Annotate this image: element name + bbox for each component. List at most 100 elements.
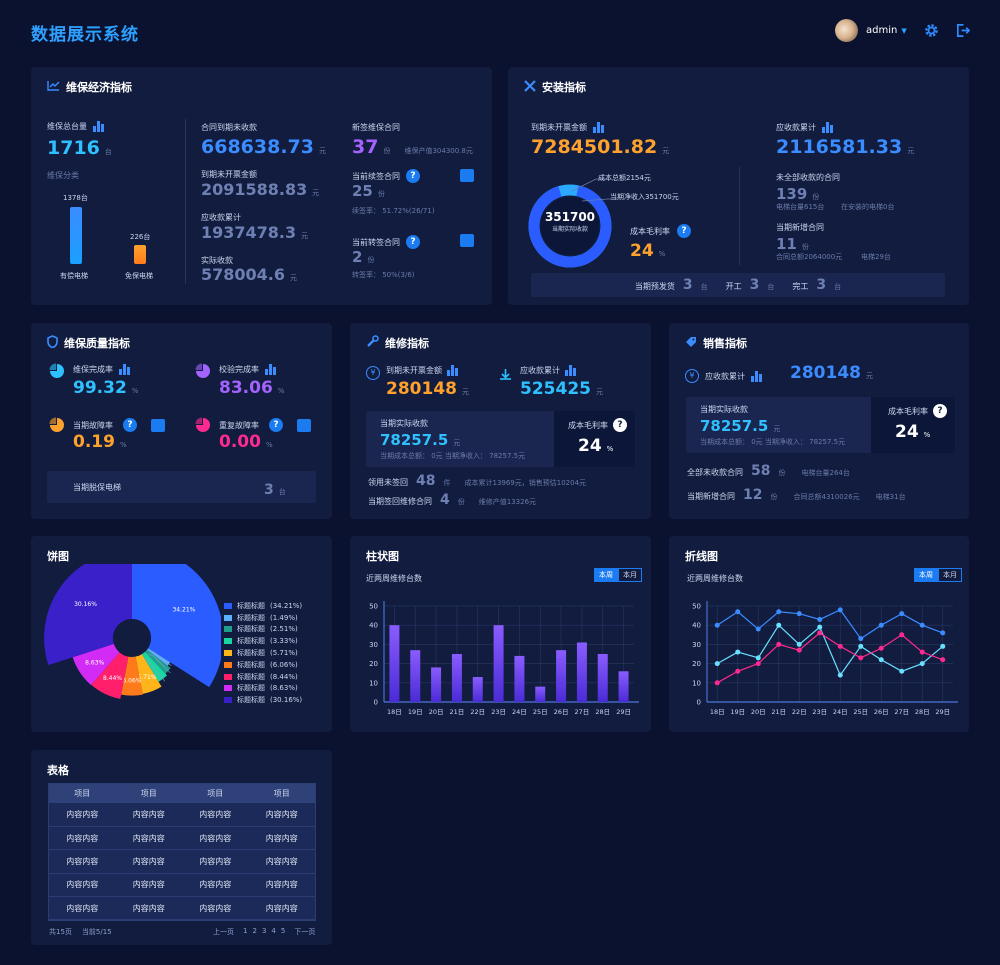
bar[interactable] (451, 654, 462, 702)
bar[interactable] (597, 654, 608, 702)
toggle-week[interactable]: 本周 (594, 568, 618, 582)
help-icon[interactable]: ? (123, 418, 137, 432)
line-point[interactable] (899, 668, 905, 674)
help-icon[interactable]: ? (269, 418, 283, 432)
line-point[interactable] (735, 609, 741, 615)
pie-slice[interactable] (132, 564, 221, 688)
line-point[interactable] (899, 632, 905, 638)
table-row[interactable]: 内容内容 内容内容 内容内容 内容内容 (49, 803, 315, 827)
line-point[interactable] (878, 622, 884, 628)
pie-slice[interactable] (91, 652, 129, 699)
line-point[interactable] (755, 655, 761, 661)
legend-item[interactable]: 标题标题 (8.63%) (224, 683, 302, 695)
legend-item[interactable]: 标题标题 (6.06%) (224, 659, 302, 671)
legend-item[interactable]: 标题标题 (2.51%) (224, 624, 302, 636)
trend-icon[interactable] (297, 418, 311, 432)
line-point[interactable] (919, 649, 925, 655)
table-row[interactable]: 内容内容 内容内容 内容内容 内容内容 (49, 826, 315, 851)
toggle-month[interactable]: 本月 (938, 568, 962, 582)
toggle-week[interactable]: 本周 (914, 568, 938, 582)
bar[interactable] (410, 650, 421, 702)
legend-item[interactable]: 标题标题 (34.21%) (224, 600, 302, 612)
line-point[interactable] (878, 645, 884, 651)
line-point[interactable] (796, 647, 802, 653)
line-point[interactable] (817, 624, 823, 630)
bar[interactable] (431, 667, 442, 702)
toggle-month[interactable]: 本月 (618, 568, 642, 582)
line-point[interactable] (940, 643, 946, 649)
prev-page-button[interactable]: 上一页 (213, 928, 234, 936)
line-point[interactable] (899, 611, 905, 617)
trend-icon[interactable] (151, 418, 165, 432)
bar[interactable] (535, 686, 546, 702)
page-link[interactable]: 2 (252, 927, 257, 935)
table-header[interactable]: 项目 (182, 784, 249, 803)
line-point[interactable] (919, 661, 925, 667)
bar[interactable] (514, 655, 525, 702)
table-row[interactable]: 内容内容 内容内容 内容内容 内容内容 (49, 896, 315, 921)
bar[interactable] (556, 650, 567, 702)
line-point[interactable] (714, 680, 720, 686)
line-point[interactable] (796, 611, 802, 617)
line-point[interactable] (837, 643, 843, 649)
pie-slice[interactable] (121, 656, 143, 696)
line-point[interactable] (755, 661, 761, 667)
page-link[interactable]: 5 (280, 927, 286, 935)
line-point[interactable] (858, 636, 864, 642)
line-point[interactable] (858, 655, 864, 661)
help-icon[interactable]: ? (406, 235, 420, 249)
help-icon[interactable]: ? (406, 169, 420, 183)
table-header[interactable]: 项目 (49, 784, 116, 803)
line-point[interactable] (755, 626, 761, 632)
settings-gear-icon[interactable] (924, 23, 939, 42)
bar[interactable] (493, 625, 504, 702)
line-point[interactable] (858, 643, 864, 649)
line-point[interactable] (714, 622, 720, 628)
line-point[interactable] (940, 657, 946, 663)
trend-icon[interactable] (460, 169, 474, 182)
pie-slice[interactable] (44, 564, 132, 666)
pie-slice[interactable] (145, 649, 171, 674)
table-header[interactable]: 项目 (115, 784, 182, 803)
page-link[interactable]: 3 (261, 927, 267, 935)
user-menu[interactable]: admin ▼ (866, 25, 907, 36)
page-link[interactable]: 4 (271, 927, 276, 935)
table-row[interactable]: 内容内容 内容内容 内容内容 内容内容 (49, 849, 315, 874)
pie-slice[interactable] (147, 648, 171, 666)
line-point[interactable] (796, 641, 802, 647)
bar[interactable] (618, 671, 629, 702)
legend-item[interactable]: 标题标题 (1.49%) (224, 612, 302, 624)
help-icon[interactable]: ? (677, 224, 691, 238)
line-point[interactable] (837, 607, 843, 613)
line-point[interactable] (878, 657, 884, 663)
line-point[interactable] (735, 649, 741, 655)
line-point[interactable] (776, 609, 782, 615)
legend-item[interactable]: 标题标题 (3.33%) (224, 635, 302, 647)
line-point[interactable] (776, 622, 782, 628)
table-row[interactable]: 内容内容 内容内容 内容内容 内容内容 (49, 873, 315, 898)
line-point[interactable] (735, 668, 741, 674)
line-point[interactable] (776, 641, 782, 647)
line-point[interactable] (837, 672, 843, 678)
line-point[interactable] (817, 630, 823, 636)
pie-slice[interactable] (141, 651, 168, 682)
logout-icon[interactable] (955, 23, 971, 42)
page-link[interactable]: 1 (243, 927, 248, 935)
next-page-button[interactable]: 下一页 (294, 928, 316, 936)
bar[interactable] (389, 625, 400, 702)
bar[interactable] (472, 677, 483, 702)
line-point[interactable] (940, 630, 946, 636)
line-point[interactable] (817, 616, 823, 622)
legend-item[interactable]: 标题标题 (8.44%) (224, 671, 302, 683)
avatar[interactable] (835, 19, 858, 42)
legend-item[interactable]: 标题标题 (30.16%) (224, 694, 302, 706)
bar[interactable] (576, 642, 587, 702)
table-header[interactable]: 项目 (248, 784, 315, 803)
help-icon[interactable]: ? (933, 404, 947, 418)
line-point[interactable] (919, 622, 925, 628)
pie-slice[interactable] (72, 643, 120, 686)
help-icon[interactable]: ? (613, 418, 627, 432)
legend-item[interactable]: 标题标题 (5.71%) (224, 647, 302, 659)
trend-icon[interactable] (460, 234, 474, 247)
line-point[interactable] (714, 661, 720, 667)
